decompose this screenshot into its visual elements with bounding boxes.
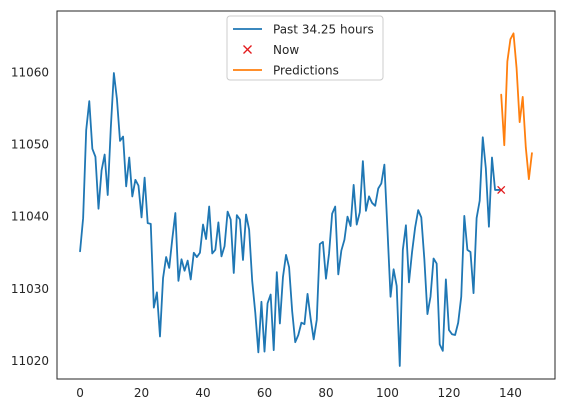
series-line-0: [79, 72, 503, 367]
series-layer: [79, 32, 533, 367]
y-tick-label: 11040: [11, 210, 49, 224]
legend-box: [226, 15, 384, 81]
x-axis: 0 20 40 60 80 100 120 140: [76, 386, 522, 400]
y-tick-label: 11050: [11, 137, 49, 151]
x-tick-label: 140: [499, 386, 522, 400]
x-tick-label: 20: [134, 386, 149, 400]
y-tick-label: 11030: [11, 282, 49, 296]
legend-label-predictions: Predictions: [273, 64, 339, 78]
x-tick-label: 80: [318, 386, 333, 400]
legend: Past 34.25 hours Now Predictions: [226, 15, 384, 81]
x-tick-label: 0: [76, 386, 84, 400]
now-marker: [497, 185, 506, 195]
y-axis: 11020 11030 11040 11050 11060: [11, 65, 49, 368]
x-tick-label: 60: [257, 386, 272, 400]
x-tick-label: 100: [376, 386, 399, 400]
y-tick-label: 11060: [11, 65, 49, 79]
plot-frame: [56, 10, 556, 380]
legend-label-past: Past 34.25 hours: [273, 23, 374, 37]
y-tick-label: 11020: [11, 354, 49, 368]
series-line-2: [500, 32, 533, 181]
legend-swatch-now: [243, 45, 252, 54]
x-tick-label: 40: [195, 386, 210, 400]
legend-label-now: Now: [273, 43, 299, 57]
x-tick-label: 120: [437, 386, 460, 400]
